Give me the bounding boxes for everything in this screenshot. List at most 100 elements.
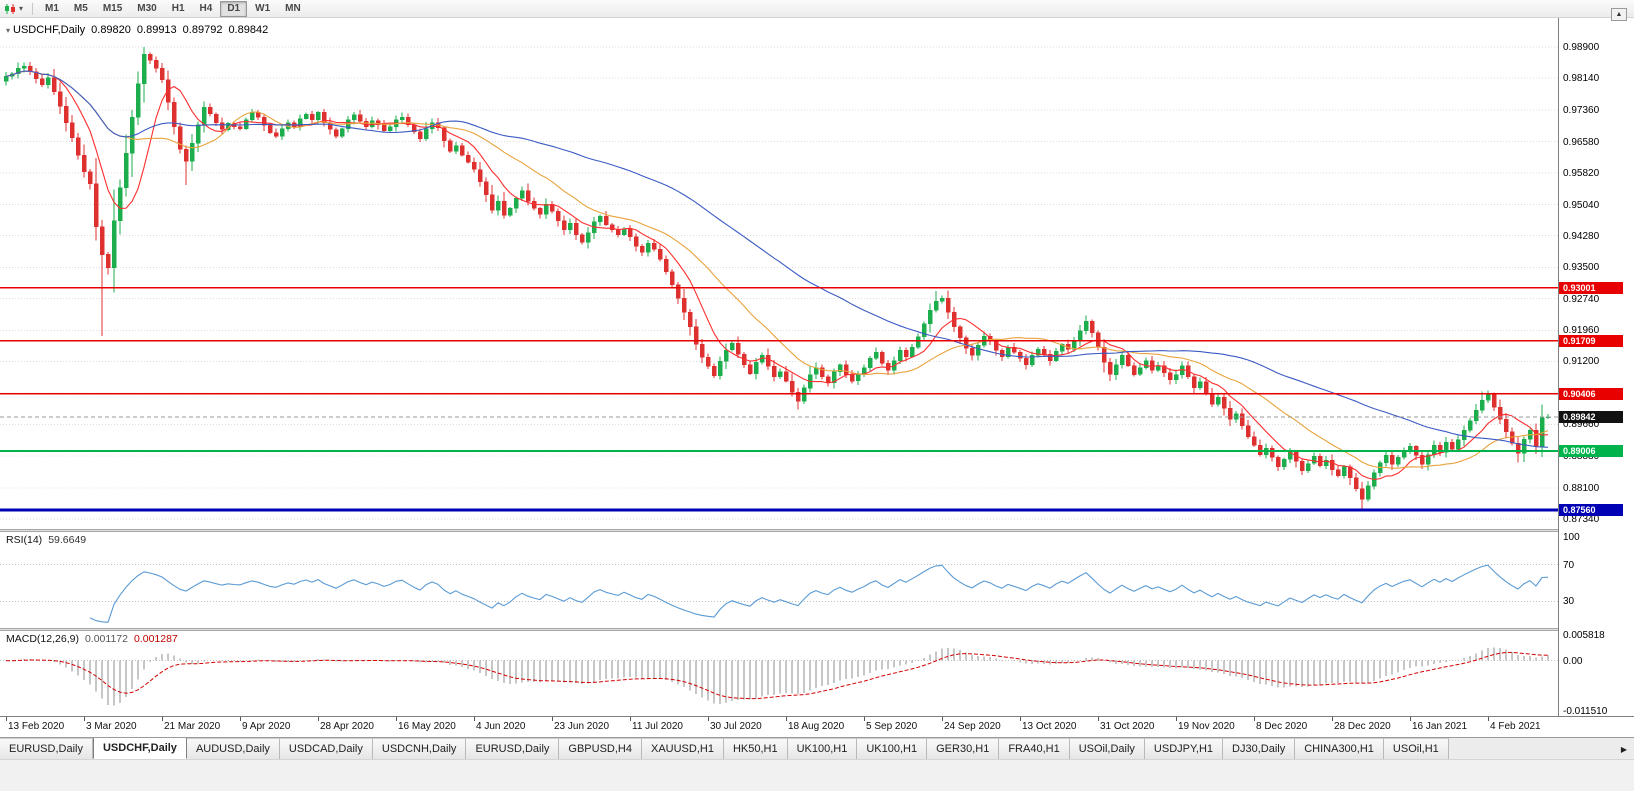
main-price-chart[interactable] (0, 18, 1558, 529)
quote-low: 0.89792 (182, 24, 223, 36)
panel-splitter[interactable] (0, 628, 1634, 631)
price-tick: 0.91960 (1563, 325, 1600, 337)
chart-tab-EURUSD-Daily[interactable]: EURUSD,Daily (0, 738, 93, 759)
timeframe-button-D1[interactable]: D1 (220, 0, 248, 17)
chart-tab-CHINA300-H1[interactable]: CHINA300,H1 (1295, 738, 1384, 759)
price-tick: 0.96580 (1563, 136, 1600, 148)
timeframe-button-M15[interactable]: M15 (102, 2, 123, 14)
date-label: 3 Mar 2020 (86, 721, 137, 732)
price-badge-0.90406: 0.90406 (1559, 387, 1623, 400)
date-tick (1098, 717, 1099, 721)
date-label: 16 Jan 2021 (1412, 721, 1468, 732)
macd-name: MACD(12,26,9) (6, 633, 79, 645)
date-tick (474, 717, 475, 721)
chart-tab-USDCHF-Daily[interactable]: USDCHF,Daily (92, 738, 187, 759)
date-tick (864, 717, 865, 721)
rsi-axis-tick: 70 (1563, 559, 1575, 571)
chart-tab-USOil-Daily[interactable]: USOil,Daily (1069, 738, 1145, 759)
chart-tab-bar: EURUSD,Daily USDCHF,Daily AUDUSD,Daily USDC… (0, 737, 1634, 759)
date-label: 4 Feb 2021 (1490, 721, 1541, 732)
bear-wicks (29, 52, 1537, 510)
chart-tab-FRA40-H1[interactable]: FRA40,H1 (999, 738, 1070, 759)
rsi-label: RSI(14) 59.6649 (6, 534, 86, 546)
date-label: 28 Dec 2020 (1334, 721, 1391, 732)
price-axis[interactable]: 0.98900 0.98140 0.97360 0.96580 0.95820 0.950… (1559, 18, 1634, 717)
date-label: 28 Apr 2020 (320, 721, 374, 732)
chart-tab-USDCAD-Daily[interactable]: USDCAD,Daily (279, 738, 373, 759)
macd-label: MACD(12,26,9) 0.001172 0.001287 (6, 633, 178, 645)
bull-candles (3, 54, 1551, 500)
price-tick: 0.91200 (1563, 356, 1600, 368)
chart-title-marker-icon: ▾ (6, 26, 11, 35)
chart-scroll-up-button[interactable]: ▲ (1611, 8, 1627, 21)
price-tick: 0.94280 (1563, 230, 1600, 242)
price-tick: 0.92740 (1563, 293, 1600, 305)
date-label: 30 Jul 2020 (710, 721, 762, 732)
date-tick (318, 717, 319, 721)
bear-candles (27, 54, 1539, 500)
toolbar-separator (32, 2, 34, 15)
rsi-panel[interactable] (0, 532, 1558, 628)
date-label: 11 Jul 2020 (632, 721, 683, 732)
current-price-badge: 0.89842 (1559, 410, 1623, 423)
tab-scroll-right-button[interactable]: ▶ (1616, 742, 1632, 757)
chart-tab-EURUSD-Daily[interactable]: EURUSD,Daily (466, 738, 560, 759)
date-tick (84, 717, 85, 721)
chart-tab-XAUUSD-H1[interactable]: XAUUSD,H1 (641, 738, 724, 759)
macd-histogram (11, 647, 1549, 706)
price-tick: 0.89660 (1563, 419, 1600, 431)
chart-tab-AUDUSD-Daily[interactable]: AUDUSD,Daily (186, 738, 280, 759)
timeframe-button-H1[interactable]: H1 (171, 2, 185, 14)
macd-axis-tick: 0.005818 (1563, 630, 1605, 642)
chart-tab-UK100-H1[interactable]: UK100,H1 (857, 738, 928, 759)
price-axis-separator (1558, 18, 1559, 716)
ma-8-line[interactable] (5, 70, 1549, 481)
timeframe-button-M30[interactable]: M30 (137, 2, 157, 14)
timeframe-button-W1[interactable]: W1 (255, 2, 271, 14)
date-label: 4 Jun 2020 (476, 721, 526, 732)
price-tick: 0.97360 (1563, 104, 1600, 116)
date-tick (1254, 717, 1255, 721)
date-tick (162, 717, 163, 721)
date-tick (630, 717, 631, 721)
date-label: 5 Sep 2020 (866, 721, 918, 732)
price-tick: 0.95820 (1563, 167, 1600, 179)
date-tick (942, 717, 943, 721)
macd-panel[interactable] (0, 631, 1558, 716)
date-label: 16 May 2020 (398, 721, 456, 732)
date-label: 23 Jun 2020 (554, 721, 610, 732)
date-label: 19 Nov 2020 (1178, 721, 1235, 732)
quote-open: 0.89820 (91, 24, 131, 36)
chart-tab-USDCNH-Daily[interactable]: USDCNH,Daily (372, 738, 467, 759)
chart-tab-DJ30-Daily[interactable]: DJ30,Daily (1223, 738, 1296, 759)
chart-tab-HK50-H1[interactable]: HK50,H1 (723, 738, 788, 759)
price-tick: 0.98900 (1563, 42, 1600, 53)
timeframe-button-MN[interactable]: MN (285, 2, 301, 14)
dropdown-arrow-icon[interactable]: ▾ (19, 4, 24, 13)
macd-axis-tick: -0.011510 (1563, 706, 1608, 717)
chart-tab-GER30-H1[interactable]: GER30,H1 (927, 738, 1000, 759)
panel-splitter[interactable] (0, 529, 1634, 532)
chart-tab-USOil-H1[interactable]: USOil,H1 (1383, 738, 1449, 759)
price-tick: 0.88100 (1563, 482, 1600, 494)
chart-tab-GBPUSD-H4[interactable]: GBPUSD,H4 (559, 738, 642, 759)
price-badge-0.89006: 0.89006 (1559, 444, 1623, 457)
chart-tab-USDJPY-H1[interactable]: USDJPY,H1 (1144, 738, 1224, 759)
rsi-axis-tick: 30 (1563, 596, 1575, 608)
date-axis[interactable]: 13 Feb 2020 3 Mar 2020 21 Mar 2020 9 Apr 20… (0, 717, 1634, 737)
ma-55-line[interactable] (5, 70, 1549, 448)
timeframe-toolbar: ▾ M1 M5 M15 M30 H1 H4 D1 W1 MN (0, 0, 1634, 18)
timeframe-button-M5[interactable]: M5 (73, 2, 88, 14)
price-tick: 0.93500 (1563, 262, 1600, 274)
date-tick (396, 717, 397, 721)
timeframe-button-M1[interactable]: M1 (45, 2, 59, 14)
timeframe-button-H4[interactable]: H4 (199, 2, 213, 14)
chart-type-icon[interactable] (4, 3, 17, 15)
chart-tab-UK100-H1[interactable]: UK100,H1 (787, 738, 858, 759)
quote-close: 0.89842 (228, 24, 269, 36)
chart-symbol-label: USDCHF,Daily (13, 24, 86, 36)
axis-separator (0, 716, 1634, 717)
date-tick (708, 717, 709, 721)
ma-21-line[interactable] (5, 70, 1549, 469)
